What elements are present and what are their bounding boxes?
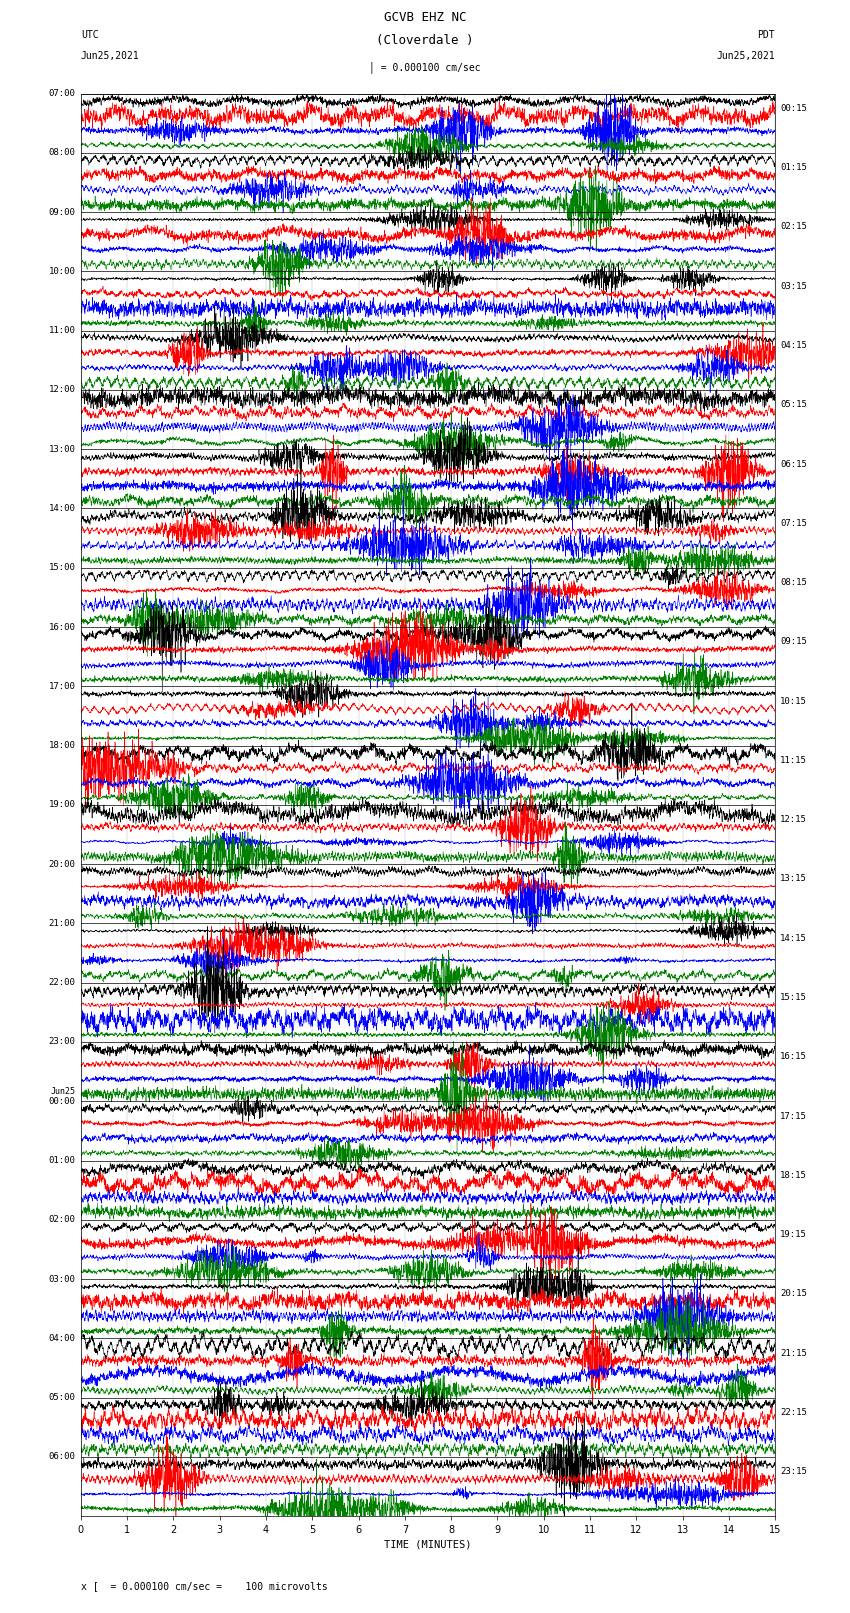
Text: 01:00: 01:00 [48,1157,76,1165]
Text: 08:00: 08:00 [48,148,76,158]
Text: x [  = 0.000100 cm/sec =    100 microvolts: x [ = 0.000100 cm/sec = 100 microvolts [81,1581,327,1590]
Text: 17:00: 17:00 [48,682,76,690]
Text: 08:15: 08:15 [780,577,808,587]
Text: 21:00: 21:00 [48,919,76,927]
Text: 16:15: 16:15 [780,1052,808,1061]
Text: 22:15: 22:15 [780,1408,808,1416]
Text: 01:15: 01:15 [780,163,808,173]
Text: (Cloverdale ): (Cloverdale ) [377,34,473,47]
Text: GCVB EHZ NC: GCVB EHZ NC [383,11,467,24]
Text: 04:00: 04:00 [48,1334,76,1344]
Text: 15:15: 15:15 [780,994,808,1002]
Text: 09:00: 09:00 [48,208,76,216]
Text: 12:15: 12:15 [780,815,808,824]
Text: 13:00: 13:00 [48,445,76,453]
Text: 03:00: 03:00 [48,1274,76,1284]
Text: 14:00: 14:00 [48,503,76,513]
Text: PDT: PDT [757,31,775,40]
Text: 09:15: 09:15 [780,637,808,647]
Text: 00:00: 00:00 [48,1097,76,1107]
Text: Jun25,2021: Jun25,2021 [717,52,775,61]
Text: 17:15: 17:15 [780,1111,808,1121]
Text: 15:00: 15:00 [48,563,76,573]
Text: Jun25,2021: Jun25,2021 [81,52,139,61]
Text: 02:00: 02:00 [48,1215,76,1224]
Text: 13:15: 13:15 [780,874,808,884]
X-axis label: TIME (MINUTES): TIME (MINUTES) [384,1539,472,1550]
Text: 06:00: 06:00 [48,1452,76,1461]
Text: 22:00: 22:00 [48,977,76,987]
Text: 12:00: 12:00 [48,386,76,395]
Text: 21:15: 21:15 [780,1348,808,1358]
Text: Jun25: Jun25 [51,1087,76,1097]
Text: 11:15: 11:15 [780,756,808,765]
Text: 16:00: 16:00 [48,623,76,632]
Text: 02:15: 02:15 [780,223,808,231]
Text: 03:15: 03:15 [780,282,808,290]
Text: 19:00: 19:00 [48,800,76,810]
Text: 10:15: 10:15 [780,697,808,705]
Text: 05:15: 05:15 [780,400,808,410]
Text: 05:00: 05:00 [48,1394,76,1402]
Text: 20:00: 20:00 [48,860,76,869]
Text: 18:00: 18:00 [48,740,76,750]
Text: 00:15: 00:15 [780,103,808,113]
Text: 20:15: 20:15 [780,1289,808,1298]
Text: UTC: UTC [81,31,99,40]
Text: 14:15: 14:15 [780,934,808,942]
Text: 07:00: 07:00 [48,89,76,98]
Text: 06:15: 06:15 [780,460,808,468]
Text: 07:15: 07:15 [780,519,808,527]
Text: 11:00: 11:00 [48,326,76,336]
Text: 18:15: 18:15 [780,1171,808,1179]
Text: │ = 0.000100 cm/sec: │ = 0.000100 cm/sec [369,61,481,73]
Text: 19:15: 19:15 [780,1231,808,1239]
Text: 23:15: 23:15 [780,1468,808,1476]
Text: 23:00: 23:00 [48,1037,76,1047]
Text: 04:15: 04:15 [780,340,808,350]
Text: 10:00: 10:00 [48,266,76,276]
